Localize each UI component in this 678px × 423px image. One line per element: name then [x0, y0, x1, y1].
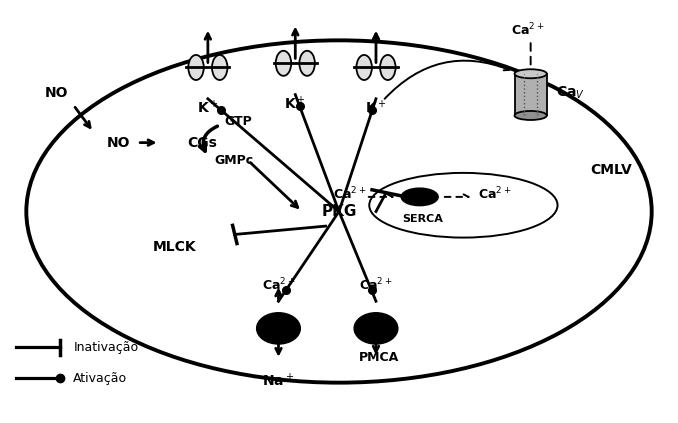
Bar: [515, 74, 546, 115]
Text: K$^+$: K$^+$: [284, 95, 306, 112]
Text: K$^+$: K$^+$: [365, 99, 387, 116]
Text: K$^+$: K$^+$: [197, 99, 219, 116]
Text: MLCK: MLCK: [153, 240, 196, 254]
Ellipse shape: [357, 55, 372, 80]
Text: Ca$^{2+}$: Ca$^{2+}$: [511, 22, 544, 38]
Text: Ca$^{2+}$: Ca$^{2+}$: [332, 185, 366, 202]
Ellipse shape: [212, 55, 227, 80]
Text: SERCA: SERCA: [403, 214, 443, 225]
Ellipse shape: [276, 51, 292, 76]
Text: NO: NO: [45, 85, 68, 99]
Text: GMPc: GMPc: [215, 154, 254, 167]
Text: Ca$^{2+}$: Ca$^{2+}$: [478, 185, 512, 202]
Text: PMCA: PMCA: [359, 352, 399, 364]
Ellipse shape: [380, 55, 395, 80]
Text: Na$^+$: Na$^+$: [262, 372, 294, 390]
Ellipse shape: [515, 111, 546, 120]
Text: Ca$^{2+}$: Ca$^{2+}$: [359, 276, 393, 293]
Ellipse shape: [188, 55, 204, 80]
Text: CGs: CGs: [188, 136, 218, 150]
Text: Ativação: Ativação: [73, 372, 127, 385]
Ellipse shape: [515, 69, 546, 78]
Ellipse shape: [257, 313, 300, 344]
Text: CMLV: CMLV: [591, 163, 632, 177]
Text: GTP: GTP: [224, 115, 252, 128]
Text: NO: NO: [107, 136, 130, 150]
Text: Inativação: Inativação: [73, 341, 138, 354]
Text: Ca$_V$: Ca$_V$: [556, 84, 585, 101]
Text: PKG: PKG: [321, 204, 357, 219]
Ellipse shape: [354, 313, 398, 344]
Text: Ca$^{2+}$: Ca$^{2+}$: [262, 276, 295, 293]
Ellipse shape: [401, 188, 438, 206]
Ellipse shape: [300, 51, 315, 76]
